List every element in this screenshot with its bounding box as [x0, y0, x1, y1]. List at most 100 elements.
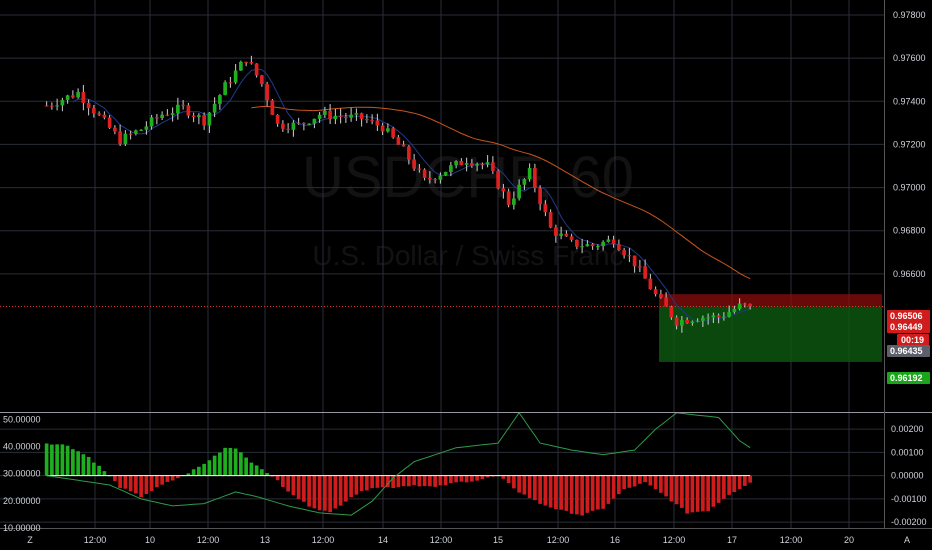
candle-body: [732, 308, 737, 313]
histogram-bar: [186, 473, 191, 476]
candle-body: [265, 84, 269, 101]
candle-body: [512, 198, 516, 205]
candle-body: [648, 278, 653, 290]
candle-body: [107, 117, 112, 128]
candle-body: [97, 113, 101, 115]
candle-body: [65, 95, 70, 100]
candle-body: [585, 244, 590, 247]
histogram-bar: [354, 475, 359, 495]
candle-body: [71, 95, 75, 98]
price-tag-label: 0.96506: [890, 311, 923, 321]
histogram-bar: [449, 475, 453, 484]
histogram-bar: [323, 475, 327, 511]
candle-body: [596, 246, 600, 248]
candle-body: [328, 110, 332, 119]
histogram-bar: [464, 475, 469, 483]
candle-body: [317, 114, 322, 119]
histogram-bar: [317, 475, 322, 511]
price-axis[interactable]: 0.97800 0.97600 0.97400 0.97200 0.97000 0.968…: [893, 10, 926, 279]
time-tick-label: 12:00: [547, 535, 570, 545]
histogram-bar: [501, 475, 506, 479]
candle-body: [86, 102, 91, 109]
candle-body: [207, 112, 212, 126]
candle-body: [438, 175, 443, 180]
histogram-bar: [701, 475, 705, 512]
candle-body: [270, 100, 275, 115]
histogram-bar: [165, 475, 170, 482]
candle-body: [454, 161, 458, 166]
histogram-bar: [569, 475, 574, 514]
histogram-bar: [459, 475, 464, 482]
osc-left-tick-label: 10.00000: [3, 523, 41, 533]
candle-body: [496, 170, 500, 189]
histogram-bar: [580, 475, 584, 516]
oscillator-right-axis[interactable]: 0.00200 0.00100 0.00000 -0.00100 -0.00200: [891, 424, 927, 527]
time-tick-label: 17: [727, 535, 737, 545]
candle-body: [443, 171, 448, 176]
fast-moving-average: [72, 68, 751, 323]
candle-body: [601, 241, 605, 247]
histogram-bar: [680, 475, 684, 508]
osc-left-tick-label: 20.00000: [3, 496, 41, 506]
stop-loss-zone[interactable]: [659, 294, 882, 307]
candle-body: [170, 113, 175, 116]
candle-body: [333, 115, 338, 119]
histogram-bar: [170, 475, 175, 481]
time-axis[interactable]: 12:00 10 12:00 13 12:00 14 12:00 15 12:00 16 12:00…: [84, 535, 854, 545]
take-profit-zone[interactable]: [659, 306, 882, 362]
candle-body: [748, 304, 752, 307]
log-scale-icon[interactable]: Z: [27, 535, 33, 545]
histogram-bar: [454, 475, 458, 483]
candle-body: [590, 244, 595, 247]
candle-body: [464, 163, 469, 165]
histogram-bar: [76, 451, 80, 476]
candle-body: [102, 114, 107, 118]
candle-body: [716, 315, 721, 318]
histogram-bar: [344, 475, 348, 502]
candle-body: [244, 61, 248, 63]
histogram-bar: [554, 475, 558, 510]
histogram-bar: [359, 475, 364, 492]
candle-body: [575, 239, 579, 247]
histogram-bar: [113, 475, 117, 481]
candle-body: [706, 317, 710, 319]
candle-body: [302, 122, 306, 124]
osc-right-tick-label: 0.00100: [891, 447, 924, 457]
position-box[interactable]: [0, 294, 884, 362]
candle-body: [643, 266, 647, 279]
histogram-bar: [134, 475, 138, 494]
histogram-bar: [191, 469, 196, 476]
histogram-bar: [239, 452, 243, 476]
time-tick-label: 15: [493, 535, 503, 545]
histogram-bar: [622, 475, 626, 490]
candle-body: [239, 61, 243, 71]
histogram-bar: [522, 475, 527, 495]
histogram-bar: [281, 475, 285, 487]
candle-body: [690, 321, 695, 324]
histogram-bar: [123, 475, 128, 489]
histogram-bar: [737, 475, 742, 490]
price-tick-label: 0.97600: [893, 53, 926, 63]
candle-body: [701, 317, 705, 321]
histogram-bar: [81, 454, 86, 476]
histogram-bar: [286, 475, 290, 492]
histogram-bar: [312, 475, 317, 509]
candle-body: [233, 70, 238, 83]
time-tick-label: 10: [145, 535, 155, 545]
candle-body: [118, 131, 122, 145]
histogram-bar: [380, 475, 385, 488]
auto-scale-icon[interactable]: A: [904, 535, 910, 545]
candle-body: [391, 128, 395, 138]
candle-body: [517, 184, 521, 199]
price-tag: [897, 334, 929, 346]
candle-body: [480, 164, 485, 166]
histogram-bar: [407, 475, 411, 487]
candle-body: [160, 114, 164, 119]
histogram-bar: [160, 475, 164, 485]
candle-body: [386, 128, 390, 132]
histogram-bar: [438, 475, 443, 486]
candle-body: [176, 104, 180, 114]
histogram-bar: [349, 475, 353, 498]
histogram-bar: [585, 475, 590, 513]
